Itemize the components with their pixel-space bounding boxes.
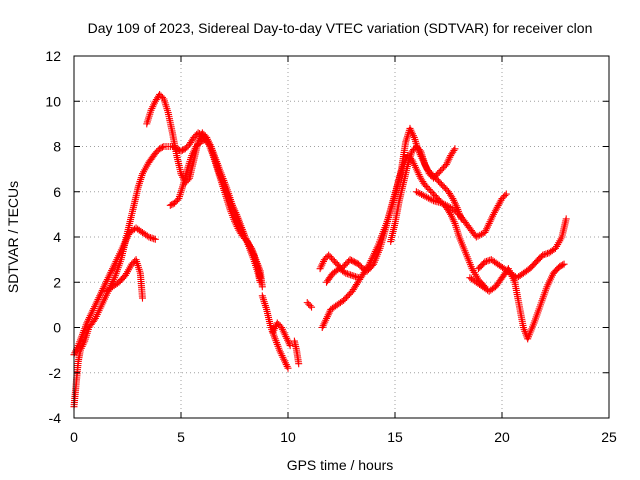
data-point <box>562 215 570 223</box>
data-point <box>143 232 151 240</box>
satellite-track-3 <box>102 256 146 302</box>
data-point <box>490 209 498 217</box>
data-point <box>446 209 454 217</box>
data-point <box>453 209 461 217</box>
data-point <box>486 256 494 264</box>
data-point <box>481 258 489 266</box>
y-tick-label: 8 <box>53 139 61 155</box>
data-point <box>542 250 550 258</box>
data-point <box>148 234 156 242</box>
data-point <box>340 268 348 276</box>
data-point <box>145 233 153 241</box>
satellite-track-15 <box>303 299 316 311</box>
y-tick-label: 2 <box>53 274 61 290</box>
data-point <box>351 273 359 281</box>
data-points <box>70 90 570 411</box>
data-point <box>295 360 303 368</box>
data-point <box>492 205 500 213</box>
data-point <box>342 269 350 277</box>
data-point <box>482 257 490 265</box>
data-point <box>560 260 568 268</box>
y-tick-label: 12 <box>45 48 61 64</box>
data-point <box>450 146 458 154</box>
data-point <box>494 202 502 210</box>
data-point <box>284 364 292 372</box>
y-axis-label: SDTVAR / TECUs <box>5 181 21 293</box>
y-tick-label: -4 <box>49 410 62 426</box>
y-tick-label: 6 <box>53 184 61 200</box>
x-tick-label: 0 <box>70 429 78 445</box>
data-point <box>138 294 146 302</box>
satellite-track-16 <box>323 265 363 286</box>
y-tick-label: 4 <box>53 229 61 245</box>
x-tick-label: 25 <box>601 429 617 445</box>
data-point <box>347 271 355 279</box>
data-point <box>247 243 255 251</box>
y-tick-label: 0 <box>53 320 61 336</box>
satellite-track-1 <box>70 129 264 411</box>
data-point <box>350 272 358 280</box>
satellite-track-7 <box>269 319 294 350</box>
data-point <box>151 235 159 243</box>
data-point <box>308 303 316 311</box>
data-point <box>306 302 314 310</box>
data-point <box>491 207 499 215</box>
x-tick-label: 15 <box>387 429 403 445</box>
y-tick-label: -2 <box>49 365 62 381</box>
data-point <box>496 198 504 206</box>
satellite-track-11 <box>387 143 459 246</box>
satellite-track-8 <box>290 337 303 368</box>
data-point <box>150 235 158 243</box>
data-point <box>489 210 497 218</box>
satellite-track-13 <box>466 260 568 343</box>
satellite-track-2 <box>70 224 159 359</box>
data-point <box>493 203 501 211</box>
data-point <box>158 143 166 151</box>
chart-title: Day 109 of 2023, Sidereal Day-to-day VTE… <box>88 20 593 36</box>
data-point <box>364 262 372 270</box>
axis-ticks <box>73 55 610 419</box>
x-axis-label: GPS time / hours <box>287 457 394 473</box>
data-point <box>501 192 509 200</box>
data-point <box>543 249 551 257</box>
tick-labels: 0 5 10 15 20 25 -4 -2 0 2 4 6 8 10 12 <box>45 48 617 445</box>
data-point <box>451 145 459 153</box>
data-point <box>348 271 356 279</box>
data-point <box>286 342 294 350</box>
data-point <box>343 270 351 278</box>
data-point <box>345 270 353 278</box>
data-point <box>147 234 155 242</box>
satellite-track-4 <box>143 90 264 282</box>
y-tick-label: 10 <box>45 93 61 109</box>
satellite-track-5 <box>166 136 266 291</box>
data-point <box>428 196 436 204</box>
x-tick-label: 5 <box>177 429 185 445</box>
data-point <box>540 251 548 259</box>
satellite-track-12 <box>412 188 510 241</box>
x-tick-label: 20 <box>494 429 510 445</box>
data-point <box>502 190 510 198</box>
data-point <box>448 193 456 201</box>
data-point <box>258 283 266 291</box>
data-point <box>355 274 363 282</box>
data-point <box>539 251 547 259</box>
x-tick-label: 10 <box>280 429 296 445</box>
data-point <box>559 261 567 269</box>
data-point <box>495 200 503 208</box>
satellite-track-14 <box>474 215 570 282</box>
data-point <box>353 273 361 281</box>
